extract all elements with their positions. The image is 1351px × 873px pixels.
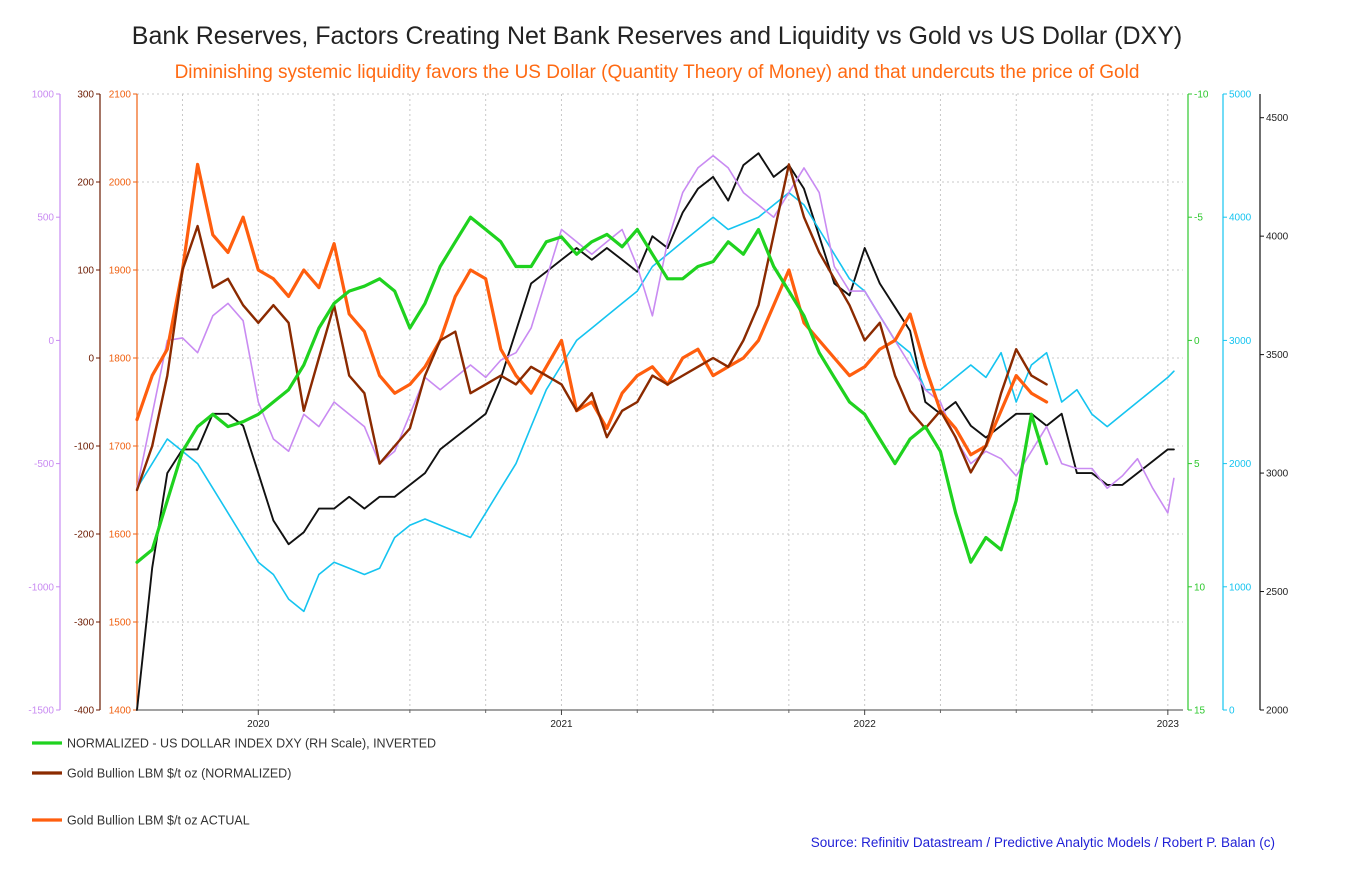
source-note: Source: Refinitiv Datastream / Predictiv…	[811, 835, 1275, 850]
x-tick-label: 2021	[550, 719, 573, 730]
y-tick-label: 15	[1194, 706, 1206, 717]
y-tick-label: 1900	[109, 266, 132, 277]
legend-item: NORMALIZED - US DOLLAR INDEX DXY (RH Sca…	[32, 737, 436, 751]
y-tick-label: 100	[77, 266, 94, 277]
y-tick-label: 1500	[109, 618, 132, 629]
y-axis-black: 2000 2500 3000 3500 4000 4500	[1259, 94, 1289, 717]
y-axis-dark: -400 -300 -200 -100 0 100 200 300	[74, 90, 101, 717]
y-tick-label: 300	[77, 90, 94, 101]
y-axis-orange: 1400 1500 1600 1700 1800 1900 2000 2100	[109, 90, 138, 717]
y-tick-label: 0	[48, 336, 54, 347]
series-line-normalized-us-dollar-index-dxy-rh-scale-inverted	[135, 215, 1049, 564]
y-tick-label: -10	[1194, 90, 1209, 101]
y-tick-label: 5000	[1229, 90, 1252, 101]
y-tick-label: -500	[34, 459, 54, 470]
series-line-gold-bullion-lbm-t-oz-normalized	[135, 163, 1048, 492]
y-tick-label: 1000	[1229, 582, 1252, 593]
y-tick-label: 4500	[1266, 113, 1289, 124]
y-tick-label: 5	[1194, 459, 1200, 470]
y-tick-label: 2000	[1266, 706, 1289, 717]
y-axis-purple: -1500 -1000 -500 0 500 1000	[28, 90, 61, 717]
x-tick-label: 2022	[854, 719, 877, 730]
y-tick-label: 0	[88, 354, 94, 365]
x-tick-label: 2020	[247, 719, 270, 730]
y-tick-label: 3500	[1266, 350, 1289, 361]
y-tick-label: -300	[74, 618, 94, 629]
axes-layer: -1500-1000-50005001000-400-300-200-10001…	[28, 90, 1288, 717]
y-tick-label: 1400	[109, 706, 132, 717]
y-tick-label: 500	[37, 213, 54, 224]
legend-label: Gold Bullion LBM $/t oz (NORMALIZED)	[67, 767, 291, 781]
series-layer	[135, 152, 1175, 711]
y-tick-label: 4000	[1266, 232, 1289, 243]
x-tick-label: 2023	[1157, 719, 1180, 730]
y-tick-label: -1500	[28, 706, 54, 717]
y-tick-label: 200	[77, 178, 94, 189]
series-line-black	[136, 152, 1175, 711]
y-tick-label: -5	[1194, 213, 1203, 224]
y-tick-label: 0	[1229, 706, 1235, 717]
y-tick-label: 3000	[1266, 469, 1289, 480]
y-axis-cyan: 0 1000 2000 3000 4000 5000	[1222, 90, 1252, 717]
chart-subtitle: Diminishing systemic liquidity favors th…	[175, 62, 1140, 83]
y-tick-label: 0	[1194, 336, 1200, 347]
y-axis-green: 15 10 5 0 -5 -10	[1187, 90, 1209, 717]
y-tick-label: -100	[74, 442, 94, 453]
y-tick-label: 1600	[109, 530, 132, 541]
y-tick-label: 1700	[109, 442, 132, 453]
y-tick-label: 2000	[109, 178, 132, 189]
legend-item: Gold Bullion LBM $/t oz ACTUAL	[32, 814, 250, 828]
y-tick-label: 10	[1194, 582, 1206, 593]
y-tick-label: 3000	[1229, 336, 1252, 347]
series-line-gold-bullion-lbm-t-oz-actual	[135, 162, 1049, 457]
chart-title: Bank Reserves, Factors Creating Net Bank…	[132, 22, 1182, 50]
y-tick-label: 4000	[1229, 213, 1252, 224]
grid-layer	[137, 93, 1183, 710]
legend-label: NORMALIZED - US DOLLAR INDEX DXY (RH Sca…	[67, 737, 436, 751]
y-tick-label: -1000	[28, 582, 54, 593]
legend: NORMALIZED - US DOLLAR INDEX DXY (RH Sca…	[32, 737, 436, 828]
y-tick-label: -400	[74, 706, 94, 717]
y-tick-label: 2500	[1266, 587, 1289, 598]
y-tick-label: 1800	[109, 354, 132, 365]
legend-label: Gold Bullion LBM $/t oz ACTUAL	[67, 814, 250, 828]
y-tick-label: 2100	[109, 90, 132, 101]
x-axis: 2020 2021 2022 2023	[137, 709, 1183, 730]
series-line-cyan	[136, 191, 1175, 613]
y-tick-label: 1000	[32, 90, 55, 101]
y-tick-label: 2000	[1229, 459, 1252, 470]
legend-item: Gold Bullion LBM $/t oz (NORMALIZED)	[32, 767, 291, 781]
series-line-purple	[136, 154, 1175, 514]
y-tick-label: -200	[74, 530, 94, 541]
